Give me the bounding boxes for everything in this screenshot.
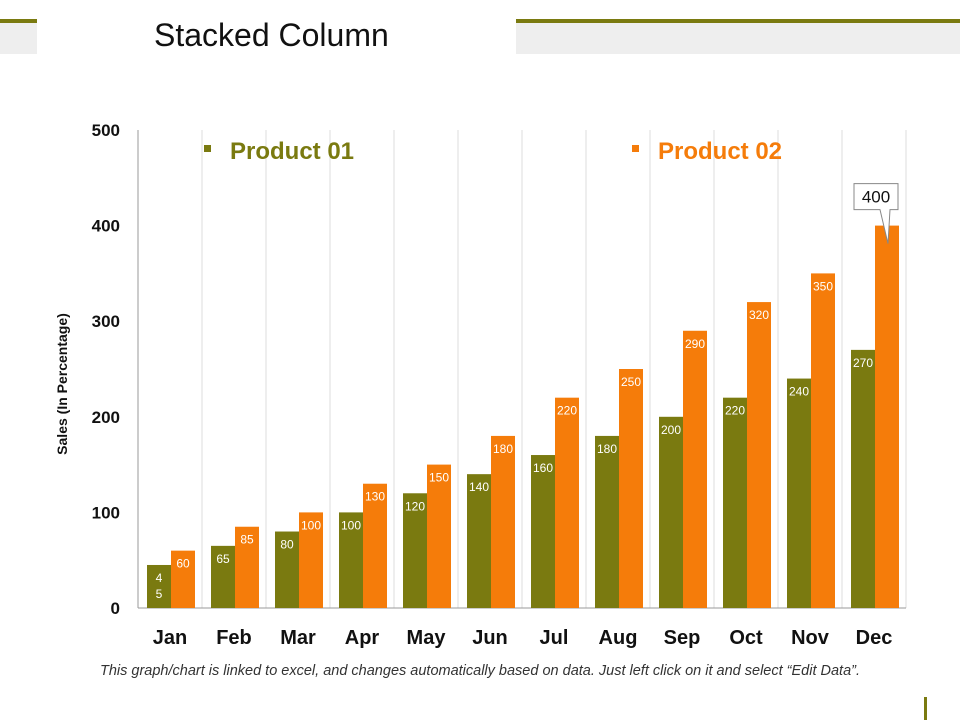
bar-product01-may [403,493,427,608]
bar-product02-nov [811,273,835,608]
data-label: 350 [813,279,833,293]
stacked-column-chart[interactable]: 0 100 200 300 400 500 Sales (In Percentage) 4 5 6… [0,0,960,660]
legend-label: Product 02 [658,138,782,165]
bar-product02-may [427,464,451,608]
bar-product01-jun [467,474,491,608]
header-band-left [0,23,37,54]
data-label: 120 [405,499,425,513]
data-label: 100 [341,518,361,532]
corner-accent-mark [924,697,927,720]
y-axis-label: Sales (In Percentage) [54,313,70,455]
bar-product01-aug [595,435,619,608]
data-label: 160 [533,461,553,475]
data-label: 320 [749,308,769,322]
x-tick-label: Aug [599,627,638,649]
bar-product02-apr [363,483,387,608]
y-tick-label: 300 [92,312,120,331]
x-tick-label: Sep [664,627,701,649]
header-accent-line-right [516,19,960,23]
data-label: 200 [661,423,681,437]
data-callout-box [853,183,899,244]
header-band-right [516,23,960,54]
y-tick-label: 400 [92,217,120,236]
data-label: 290 [685,337,705,351]
x-tick-label: Jul [540,627,569,649]
data-label: 220 [557,404,577,418]
y-tick-label: 100 [92,503,120,522]
x-tick-label: Apr [345,627,380,649]
data-label: 270 [853,356,873,370]
data-label: 140 [469,480,489,494]
data-label: 65 [216,552,230,566]
x-tick-label: May [407,627,447,649]
legend-marker [204,145,211,152]
bar-product02-jun [491,435,515,608]
data-label: 100 [301,518,321,532]
data-callout-label: 400 [862,188,890,207]
bar-product02-oct [747,302,771,608]
bar-product02-aug [619,369,643,608]
data-label: 4 [156,571,163,585]
bar-product02-mar [299,512,323,608]
x-tick-label: Jan [153,627,187,649]
bar-product01-dec [851,349,875,608]
data-label: 85 [240,533,254,547]
bar-product02-dec [875,225,899,608]
bar-product01-oct [723,397,747,608]
data-label: 150 [429,471,449,485]
bar-product02-jul [555,397,579,608]
bar-product02-sep [683,330,707,608]
x-tick-label: Jun [472,627,508,649]
y-tick-label: 500 [92,121,120,140]
bar-product01-jan [147,564,171,608]
bar-product01-jul [531,455,555,608]
x-tick-label: Oct [729,627,763,649]
header-accent-line-left [0,19,37,23]
x-tick-label: Mar [280,627,316,649]
bar-product01-feb [211,545,235,608]
y-tick-label: 200 [92,408,120,427]
page-title: Stacked Column [154,17,389,53]
data-label: 220 [725,404,745,418]
data-label: 180 [493,442,513,456]
x-tick-label: Feb [216,627,252,649]
data-label: 80 [280,538,294,552]
data-label: 240 [789,385,809,399]
legend-label: Product 01 [230,138,354,165]
bar-product01-sep [659,416,683,608]
data-label: 60 [176,557,190,571]
x-tick-label: Nov [791,627,830,649]
bar-product01-nov [787,378,811,608]
bar-product02-feb [235,526,259,608]
data-label: 130 [365,490,385,504]
legend-marker [632,145,639,152]
data-label: 5 [156,587,163,601]
bar-product01-mar [275,531,299,608]
x-tick-label: Dec [856,627,893,649]
data-label: 180 [597,442,617,456]
chart-footnote: This graph/chart is linked to excel, and… [99,663,861,679]
data-label: 250 [621,375,641,389]
bar-product01-apr [339,512,363,608]
bar-product02-jan [171,550,195,608]
y-tick-label: 0 [111,599,120,618]
